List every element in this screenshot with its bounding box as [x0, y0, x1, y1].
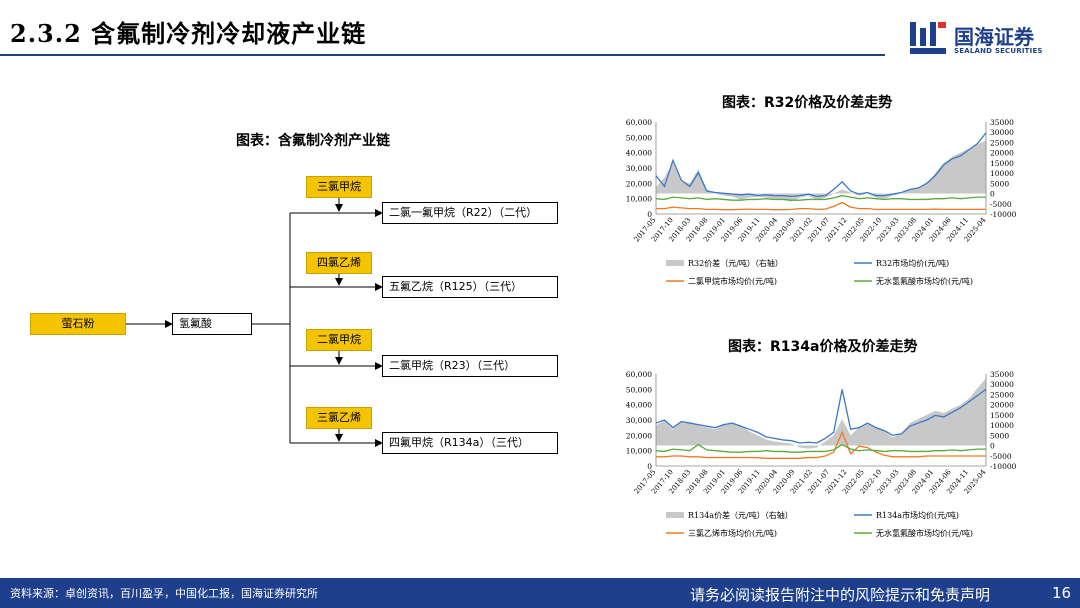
- legend-label: 无水氢氟酸市场均价(元/吨): [876, 276, 973, 286]
- y-left-tick-label: 40,000: [626, 401, 652, 410]
- y-right-tick-label: 5000: [990, 431, 1009, 440]
- y-right-tick-label: 25000: [990, 390, 1014, 399]
- flow-middle-box: 氢氟酸: [172, 313, 252, 335]
- price-line-series: [655, 443, 986, 453]
- legend-swatch: [666, 512, 684, 518]
- y-left-tick-label: 60,000: [626, 370, 652, 379]
- price-line-series: [655, 194, 986, 201]
- page-title: 2.3.2 含氟制冷剂冷却液产业链: [10, 19, 367, 48]
- y-left-tick-label: 30,000: [626, 164, 652, 173]
- y-right-tick-label: 25000: [990, 138, 1014, 147]
- price-line-series: [656, 430, 986, 459]
- y-right-tick-label: 30000: [990, 380, 1014, 389]
- price-line-series: [655, 388, 987, 444]
- y-right-tick-label: 35000: [990, 118, 1014, 127]
- y-right-tick-label: 35000: [990, 370, 1014, 379]
- legend-swatch: [666, 260, 684, 266]
- legend-label: 无水氢氟酸市场均价(元/吨): [876, 528, 973, 538]
- flow-product-box: 二氯甲烷（R23）（三代）: [382, 355, 558, 377]
- r32-chart: 60,000 50,000 40,000 30,000 20,000 10,000 0 350…: [626, 118, 1017, 286]
- source-note: 资料来源：卓创资讯，百川盈孚，中国化工报，国海证券研究所: [10, 587, 318, 600]
- y-right-tick-label: 30000: [990, 128, 1014, 137]
- y-left-tick-label: 30,000: [626, 416, 652, 425]
- flow-input-box: 二氯甲烷: [306, 329, 372, 351]
- y-left-tick-label: 20,000: [626, 179, 652, 188]
- y-right-tick-label: 15000: [990, 159, 1014, 168]
- y-right-tick-label: 20000: [990, 401, 1014, 410]
- sealand-logo-icon: [910, 22, 946, 54]
- flow-product-box: 二氯一氟甲烷（R22）（二代）: [382, 202, 558, 224]
- y-left-tick-label: 40,000: [626, 149, 652, 158]
- y-left-tick-label: 60,000: [626, 118, 652, 127]
- flow-source-box: 萤石粉: [30, 313, 126, 335]
- y-right-tick-label: -5000: [990, 452, 1012, 461]
- r134a-chart: 60,000 50,000 40,000 30,000 20,000 10,000 0 350…: [626, 370, 1017, 538]
- y-left-tick-label: 20,000: [626, 431, 652, 440]
- chart-title-r134a: 图表：R134a价格及价差走势: [728, 339, 918, 355]
- y-right-tick-label: 10000: [990, 421, 1014, 430]
- y-left-tick-label: 10,000: [626, 195, 652, 204]
- legend-label: R32价差（元/吨）（右轴）: [688, 258, 783, 268]
- y-left-tick-label: 10,000: [626, 447, 652, 456]
- y-right-tick-label: -10000: [990, 462, 1017, 471]
- y-right-tick-label: 10000: [990, 169, 1014, 178]
- y-right-tick-label: 15000: [990, 411, 1014, 420]
- flow-product-box: 四氟甲烷（R134a）（三代）: [382, 432, 558, 454]
- y-right-tick-label: -5000: [990, 200, 1012, 209]
- flow-product-box: 五氟乙烷（R125）（三代）: [382, 276, 558, 298]
- flow-connectors: [126, 197, 383, 447]
- y-left-tick-label: 50,000: [626, 133, 652, 142]
- legend-label: 三氯乙烯市场均价(元/吨): [688, 528, 777, 538]
- page-number: 16: [1052, 584, 1072, 602]
- logo-text: 国海证券: [954, 25, 1034, 49]
- logo-subtext: SEALAND SECURITIES: [954, 47, 1043, 55]
- y-right-tick-label: 20000: [990, 149, 1014, 158]
- legend-label: R134a价差（元/吨）（右轴）: [688, 510, 793, 520]
- price-line-series: [655, 132, 987, 198]
- y-left-tick-label: 0: [647, 462, 652, 471]
- legend-label: R32市场均价(元/吨): [876, 258, 949, 268]
- legend-label: 二氯甲烷市场均价(元/吨): [688, 276, 777, 286]
- disclaimer-text: 请务必阅读报告附注中的风险提示和免责声明: [690, 586, 991, 604]
- header-divider: [0, 54, 885, 56]
- footer-bar: [0, 578, 1080, 608]
- flow-input-box: 三氯乙烯: [306, 407, 372, 429]
- y-right-tick-label: 5000: [990, 179, 1009, 188]
- chart-title-r32: 图表：R32价格及价差走势: [722, 95, 893, 111]
- y-left-tick-label: 50,000: [626, 385, 652, 394]
- y-right-tick-label: 0: [990, 442, 995, 451]
- spread-area-series: [656, 140, 986, 202]
- legend-label: R134a市场均价(元/吨): [876, 510, 959, 520]
- price-line-series: [656, 201, 986, 211]
- spread-area-series: [656, 378, 986, 449]
- y-right-tick-label: -10000: [990, 210, 1017, 219]
- y-left-tick-label: 0: [647, 210, 652, 219]
- flow-input-box: 四氯乙烯: [306, 252, 372, 274]
- y-right-tick-label: 0: [990, 190, 995, 199]
- flow-input-box: 三氯甲烷: [306, 176, 372, 198]
- flow-title: 图表：含氟制冷剂产业链: [236, 133, 390, 149]
